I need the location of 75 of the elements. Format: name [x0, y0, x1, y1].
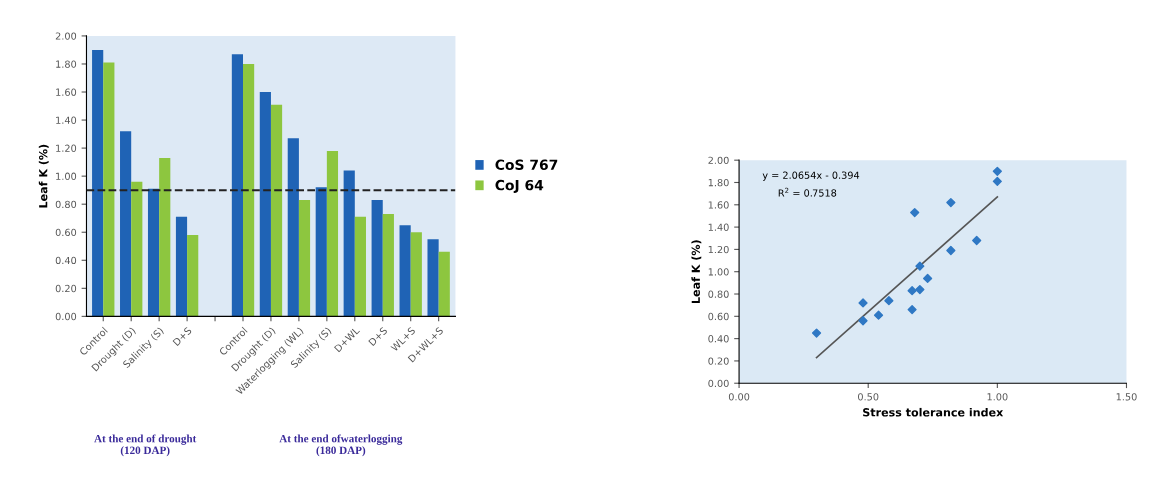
point — [907, 305, 917, 315]
point — [972, 235, 982, 246]
bar — [231, 54, 243, 317]
bar — [270, 104, 283, 317]
point — [946, 245, 956, 256]
point — [873, 310, 884, 320]
text: At the end ofwaterlogging (180 DAP) — [279, 434, 403, 457]
bar — [438, 251, 450, 317]
point — [907, 286, 917, 296]
y-tick-label: 0.00 — [708, 379, 729, 388]
y-tick-label: 1.00 — [56, 172, 77, 180]
y-axis-title: Leaf K (%) — [691, 240, 702, 303]
x-tick-label: 1.00 — [987, 393, 1008, 401]
y-tick-label: 0.60 — [708, 312, 729, 321]
bar — [298, 199, 311, 317]
bar — [175, 216, 188, 317]
text: At the end of drought (120 DAP) — [94, 434, 197, 457]
y-tick-label: 1.20 — [708, 245, 729, 254]
bar — [131, 181, 143, 317]
point — [910, 207, 920, 218]
y-tick-label: 2.00 — [708, 156, 729, 165]
y-tick-label: 0.00 — [55, 312, 77, 321]
y-tick-label: 1.00 — [708, 268, 729, 276]
x-tick-label: 0.00 — [728, 393, 750, 401]
y-tick-label: 1.20 — [56, 144, 77, 152]
point — [858, 316, 868, 326]
x-tick-label: 0.50 — [858, 393, 879, 401]
point — [915, 261, 925, 271]
point — [992, 166, 1002, 176]
y-tick-label: 1.40 — [708, 223, 729, 231]
x-axis-title: Stress tolerance index — [863, 407, 1004, 417]
bar — [103, 62, 115, 317]
y-tick-label: 0.20 — [708, 357, 729, 365]
point — [915, 284, 925, 295]
legend-label: CoJ 64 — [495, 179, 544, 193]
y-tick-label: 0.20 — [55, 284, 77, 293]
y-tick-label: 0.80 — [55, 200, 77, 209]
bar — [427, 239, 439, 317]
bar — [410, 232, 422, 317]
bar — [315, 187, 327, 317]
bar — [287, 138, 299, 317]
y-tick-label: 0.40 — [708, 335, 729, 343]
y-tick-label: 0.80 — [708, 290, 729, 298]
bar — [259, 92, 271, 317]
point — [884, 296, 894, 306]
bar — [343, 170, 355, 317]
bar — [326, 150, 339, 317]
y-axis-title: Leaf K (%) — [38, 144, 49, 208]
y-tick-label: 1.40 — [56, 116, 77, 124]
bar — [187, 235, 199, 317]
y-tick-label: 1.60 — [708, 201, 729, 209]
bar — [354, 216, 366, 317]
x-tick-label: 1.50 — [1116, 393, 1137, 401]
point — [992, 176, 1002, 186]
point — [946, 197, 956, 208]
annotation: R$^{2}$ = 0.7518 — [778, 187, 837, 197]
bar — [92, 49, 104, 317]
bar — [243, 63, 255, 317]
y-tick-label: 0.40 — [55, 256, 77, 265]
bar — [382, 214, 394, 317]
bar — [371, 199, 383, 317]
y-tick-label: 1.80 — [56, 60, 77, 68]
bar — [159, 157, 171, 317]
bar — [399, 225, 411, 317]
annotation: y = 2.0654x - 0.394 — [762, 171, 860, 181]
y-tick-label: 0.60 — [55, 228, 77, 237]
point — [858, 298, 868, 308]
point — [811, 328, 822, 338]
bar — [147, 188, 160, 317]
bar — [120, 131, 132, 317]
point — [922, 273, 933, 284]
y-tick-label: 2.00 — [55, 32, 77, 40]
y-tick-label: 1.60 — [56, 88, 77, 96]
legend-label: CoS 767 — [495, 159, 558, 170]
y-tick-label: 1.80 — [708, 178, 729, 187]
